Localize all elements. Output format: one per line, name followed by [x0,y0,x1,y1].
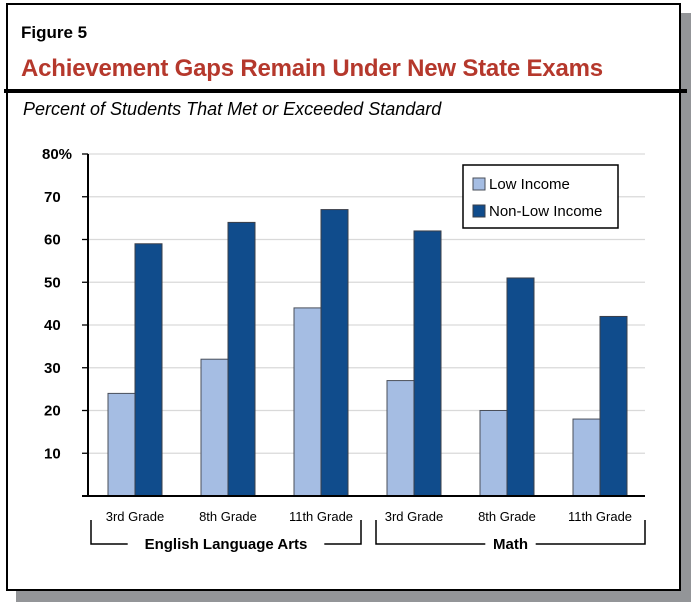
x-category-label: 3rd Grade [385,509,444,524]
bar-non-low-income [599,315,628,497]
y-tick-label: 80% [42,146,72,163]
header-rule [4,89,687,93]
x-category-label: 8th Grade [478,509,536,524]
x-category-label: 11th Grade [568,509,632,524]
y-tick-label: 70 [44,189,61,206]
y-tick-label: 20 [44,403,61,420]
chart-subtitle: Percent of Students That Met or Exceeded… [23,99,442,119]
figure-title: Achievement Gaps Remain Under New State … [21,55,603,82]
group-label: Math [493,536,528,553]
figure-label: Figure 5 [21,23,88,42]
x-category-label: 3rd Grade [106,509,165,524]
legend-swatch-non-low-income [472,204,486,218]
group-bracket [90,520,128,545]
bar-non-low-income [320,209,349,497]
bar-low-income [572,418,601,497]
legend: Low Income Non-Low Income [462,164,619,229]
group-label: English Language Arts [145,536,308,553]
bar-low-income [293,307,322,497]
legend-box [462,164,619,229]
group-bracket [324,520,362,545]
bar-low-income [386,380,415,497]
x-category-label: 8th Grade [199,509,257,524]
bar-low-income [200,358,229,497]
group-bracket [535,520,646,545]
bar-non-low-income [413,230,442,497]
bar-non-low-income [134,243,163,497]
y-tick-label: 40 [44,317,61,334]
y-tick-label: 30 [44,360,61,377]
y-tick-label: 10 [44,445,61,462]
gridlines [88,153,645,454]
bar-low-income [107,392,136,497]
legend-label-low-income: Low Income [489,176,570,193]
bars [107,209,628,497]
bar-non-low-income [506,277,535,497]
legend-swatch-low-income [472,177,486,191]
y-tick-label: 50 [44,274,61,291]
y-axis: 10 20 30 40 50 60 70 80% [42,146,89,497]
x-axis: 3rd Grade 8th Grade 11th Grade 3rd Grade 8th… [82,495,646,553]
y-tick-label: 60 [44,232,61,249]
group-bracket [375,520,486,545]
bar-non-low-income [227,221,256,497]
legend-label-non-low-income: Non-Low Income [489,203,602,220]
x-category-label: 11th Grade [289,509,353,524]
bar-low-income [479,410,508,497]
